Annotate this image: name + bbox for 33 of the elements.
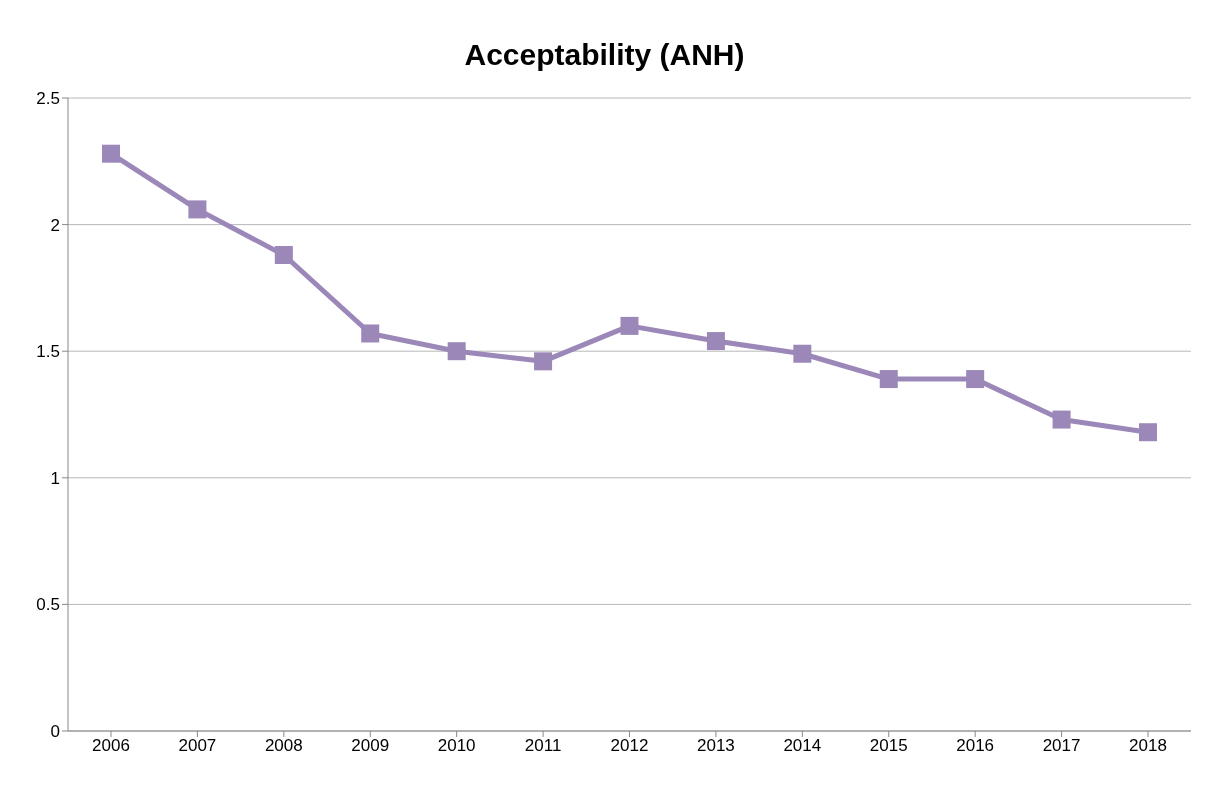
- point: [274, 245, 293, 264]
- x-tick-label: 2018: [1129, 736, 1167, 756]
- x-tick-label: 2007: [178, 736, 217, 756]
- y-tick-label: 2: [50, 215, 60, 235]
- point: [706, 332, 725, 351]
- x-tick-label: 2009: [351, 736, 390, 756]
- x-tick-label: 2015: [869, 736, 908, 756]
- y-tick-label: 1: [50, 468, 60, 488]
- x-tick-label: 2016: [956, 736, 995, 756]
- point: [793, 344, 812, 363]
- point: [361, 324, 380, 343]
- x-tick-label: 2010: [437, 736, 476, 756]
- point: [1139, 423, 1157, 442]
- y-tick-label: 0.5: [36, 595, 60, 615]
- point: [534, 352, 553, 371]
- point: [447, 342, 466, 361]
- point: [620, 316, 639, 335]
- x-tick-label: 2013: [697, 736, 735, 756]
- point: [966, 370, 985, 389]
- point: [879, 370, 898, 389]
- point: [188, 200, 207, 219]
- x-tick-label: 2008: [264, 736, 303, 756]
- chart-title: Acceptability (ANH): [463, 37, 746, 73]
- y-tick-label: 1.5: [36, 342, 60, 362]
- x-tick-label: 2014: [783, 736, 822, 756]
- x-tick-label: 2012: [610, 736, 649, 756]
- x-tick-label: 2011: [524, 736, 562, 756]
- point: [102, 144, 120, 163]
- x-tick-label: 2006: [92, 736, 130, 756]
- y-tick-label: 0: [50, 722, 60, 742]
- x-tick-label: 2017: [1042, 736, 1081, 756]
- y-tick-label: 2.5: [36, 89, 60, 109]
- point: [1052, 410, 1071, 429]
